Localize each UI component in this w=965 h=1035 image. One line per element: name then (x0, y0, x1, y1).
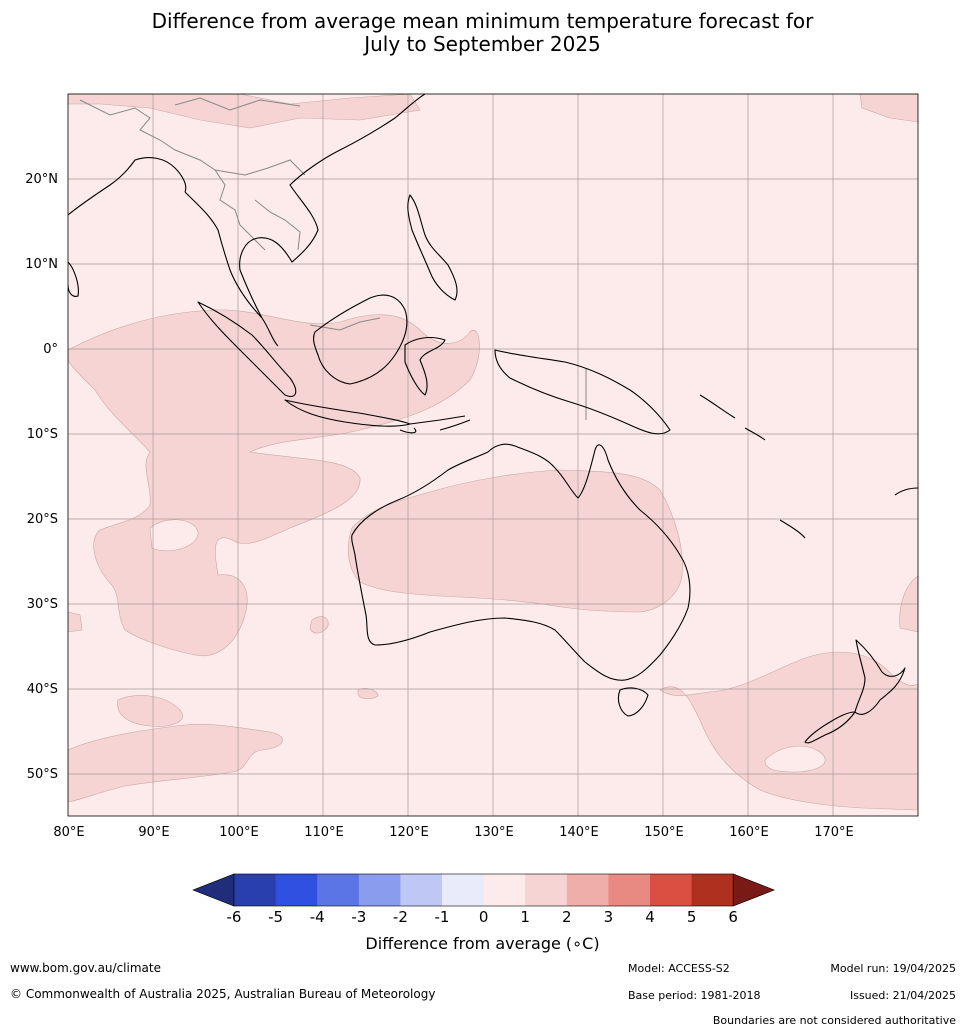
colorbar-tick-label: 4 (645, 908, 655, 926)
coast-australia (351, 443, 691, 681)
colorbar-tick-label: -1 (435, 908, 450, 926)
colorbar-swatch (275, 874, 318, 906)
anomaly-region-australia (347, 469, 683, 613)
colorbar-tick-label: -5 (268, 908, 283, 926)
colorbar-extend-low (192, 873, 235, 907)
coast-india (68, 157, 187, 216)
footer-model-run: Model run: 19/04/2025 (830, 962, 956, 975)
coast-new-guinea (494, 349, 671, 435)
colorbar-frame (233, 873, 734, 907)
coast-sumatra (197, 301, 297, 397)
lon-label: 110°E (304, 825, 344, 840)
lon-label: 150°E (644, 825, 684, 840)
colorbar-swatch (442, 874, 485, 906)
footer-base-period: Base period: 1981-2018 (628, 989, 761, 1002)
colorbar-swatch (234, 874, 277, 906)
coast-philippines (407, 194, 458, 301)
lon-label: 160°E (729, 825, 769, 840)
title-line-1: Difference from average mean minimum tem… (151, 9, 814, 33)
coast-borneo (313, 294, 408, 385)
coast-tasmania (617, 687, 649, 717)
colorbar-title: Difference from average (∘C) (365, 934, 600, 953)
coast-mainland-se-asia (184, 94, 426, 347)
lon-label: 170°E (814, 825, 854, 840)
lon-label: 100°E (219, 825, 259, 840)
colorbar-swatch (358, 874, 401, 906)
colorbar-swatch (483, 874, 526, 906)
colorbar-ticks: -6 -5 -4 -3 -2 -1 0 1 2 3 4 5 6 (227, 908, 738, 926)
anomaly-region-sw-blob (117, 695, 183, 727)
anomaly-region-indian-ocean (68, 309, 480, 657)
colorbar-tick-label: -3 (351, 908, 366, 926)
lon-label: 130°E (474, 825, 514, 840)
footer-website[interactable]: www.bom.gov.au/climate (10, 961, 161, 975)
footer-model: Model: ACCESS-S2 (628, 962, 730, 975)
footer-disclaimer: Boundaries are not considered authoritat… (712, 1014, 956, 1027)
coast-new-zealand-south (804, 711, 856, 744)
lat-label: 10°N (25, 257, 58, 272)
anomaly-region-northeast (859, 94, 918, 123)
footer-copyright: © Commonwealth of Australia 2025, Austra… (10, 987, 436, 1001)
lon-label: 80°E (53, 825, 84, 840)
colorbar-tick-label: -2 (393, 908, 408, 926)
lat-label: 20°S (27, 512, 58, 527)
colorbar-tick-label: 5 (687, 908, 697, 926)
colorbar-tick-label: -6 (227, 908, 242, 926)
colorbar-swatch (525, 874, 568, 906)
coast-new-zealand-north (854, 639, 906, 715)
map-panel (68, 94, 918, 816)
colorbar-tick-label: 2 (562, 908, 572, 926)
colorbar-swatch (566, 874, 609, 906)
map-frame (67, 93, 919, 817)
map-title: Difference from average mean minimum tem… (0, 10, 965, 56)
national-borders (79, 97, 587, 420)
colorbar-swatch (608, 874, 651, 906)
latitude-labels: 20°N 10°N 0° 10°S 20°S 30°S 40°S 50°S (25, 172, 58, 782)
anomaly-region-north (68, 94, 421, 129)
lat-label: 20°N (25, 172, 58, 187)
longitude-labels: 80°E 90°E 100°E 110°E 120°E 130°E 140°E … (53, 825, 853, 840)
colorbar-tick-label: 1 (520, 908, 530, 926)
anomaly-region-southeast-hole (764, 745, 826, 773)
lat-label: 0° (43, 342, 58, 357)
colorbar (192, 873, 776, 907)
colorbar-extend-high (732, 873, 776, 907)
anomaly-region-island-small (309, 616, 329, 634)
lat-label: 50°S (27, 767, 58, 782)
colorbar-tick-label: -4 (310, 908, 325, 926)
anomaly-region-small-40s (357, 688, 379, 700)
lat-label: 30°S (27, 597, 58, 612)
colorbar-tick-label: 0 (479, 908, 489, 926)
title-line-2: July to September 2025 (364, 32, 601, 56)
lat-label: 40°S (27, 682, 58, 697)
colorbar-swatch (691, 874, 734, 906)
anomaly-regions (68, 94, 918, 811)
lon-label: 90°E (138, 825, 169, 840)
lon-label: 120°E (389, 825, 429, 840)
anomaly-region-west-edge (68, 611, 83, 633)
anomaly-region-southeast (659, 651, 918, 811)
colorbar-swatch (317, 874, 360, 906)
coastlines (68, 94, 918, 744)
colorbar-swatch (650, 874, 693, 906)
colorbar-swatch (400, 874, 443, 906)
colorbar-tick-label: 6 (728, 908, 738, 926)
anomaly-region-southwest (68, 723, 283, 803)
footer-issued: Issued: 21/04/2025 (849, 989, 956, 1002)
lat-label: 10°S (27, 427, 58, 442)
coast-sulawesi (404, 336, 446, 396)
anomaly-region-hole (149, 519, 199, 552)
coast-lesser-sunda (399, 415, 471, 434)
coast-sri-lanka (68, 261, 79, 297)
colorbar-tick-label: 3 (604, 908, 614, 926)
coast-pacific-islands (699, 394, 918, 539)
lon-label: 140°E (559, 825, 599, 840)
